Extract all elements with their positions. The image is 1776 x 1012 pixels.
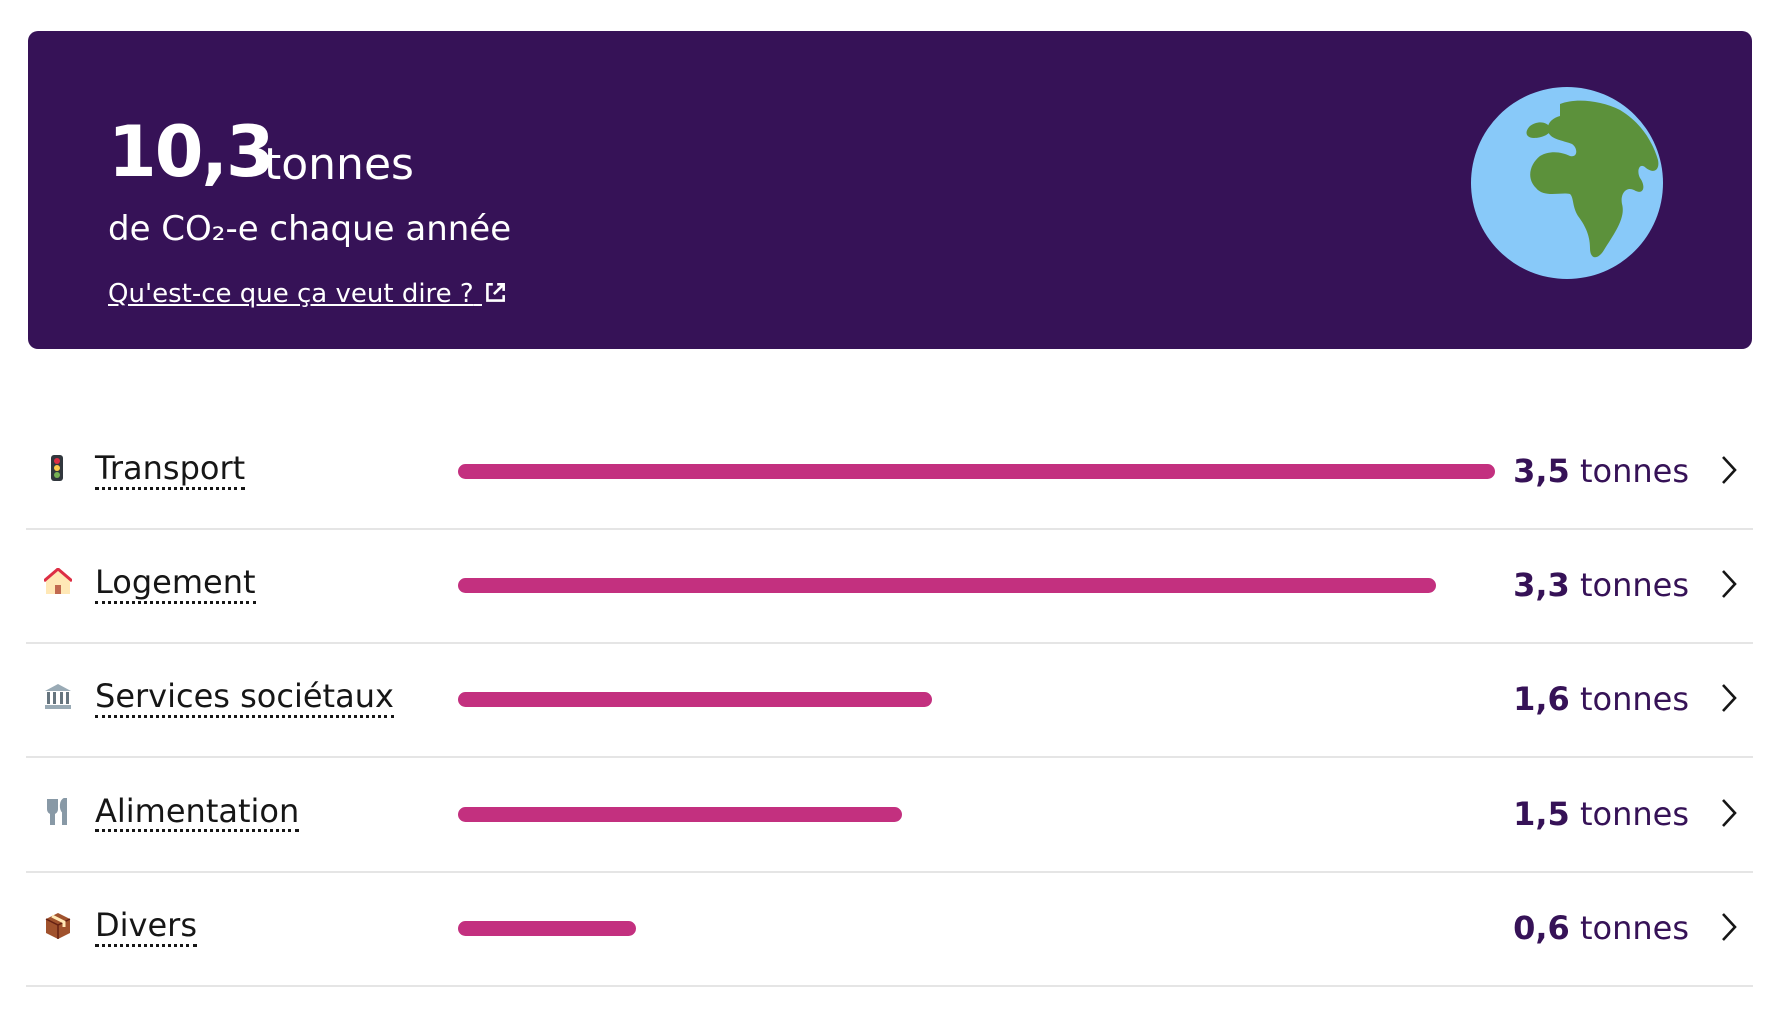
category-value: 3,5 tonnes [1513,452,1689,490]
summary-card: 10,3 tonnes de CO₂-e chaque année Qu'est… [28,31,1752,349]
category-label: Alimentation [95,792,300,833]
category-value: 3,3 tonnes [1513,566,1689,604]
category-row[interactable]: Divers 0,6 tonnes [26,871,1753,987]
category-label: Divers [95,906,197,947]
value-unit: tonnes [1579,452,1689,490]
category-label: Services sociétaux [95,678,394,719]
value-number: 1,6 [1513,680,1570,719]
category-row[interactable]: Alimentation 1,5 tonnes [26,757,1753,873]
category-value: 1,5 tonnes [1513,795,1689,833]
bar [458,464,1495,479]
help-link-text: Qu'est-ce que ça veut dire ? [108,279,474,309]
value-number: 1,5 [1513,794,1570,833]
category-label: Logement [95,564,256,604]
bar [458,806,903,822]
category-icon [44,682,72,714]
category-value: 0,6 tonnes [1513,909,1689,947]
chevron [1719,797,1739,833]
category-row[interactable]: Logement 3,3 tonnes [26,528,1753,645]
value-unit: tonnes [1579,566,1689,605]
value-number: 0,6 [1513,908,1570,947]
category-icon [44,454,72,486]
total-value: 10,3 [108,111,275,193]
category-value: 1,6 tonnes [1513,680,1689,718]
bar [458,578,1436,594]
globe-icon [1471,87,1663,279]
value-number: 3,5 [1513,452,1570,490]
category-icon [44,797,72,829]
category-row[interactable]: Services sociétaux 1,6 tonnes [26,642,1753,759]
chevron [1719,568,1739,604]
total-unit: tonnes [264,139,414,190]
chevron [1719,454,1739,490]
subtitle: de CO₂-e chaque année [108,209,512,249]
category-icon [43,567,73,600]
category-icon [44,911,72,943]
category-label: Transport [95,450,246,490]
value-unit: tonnes [1579,794,1689,833]
bar [458,920,636,936]
value-unit: tonnes [1579,908,1689,947]
external-icon [486,283,505,302]
chevron [1719,911,1739,947]
value-unit: tonnes [1579,680,1689,719]
help-link[interactable]: Qu'est-ce que ça veut dire ? [108,279,508,309]
bar [458,692,933,708]
value-number: 3,3 [1513,566,1570,605]
category-row[interactable]: Transport 3,5 tonnes [26,414,1753,530]
chevron [1719,682,1739,718]
